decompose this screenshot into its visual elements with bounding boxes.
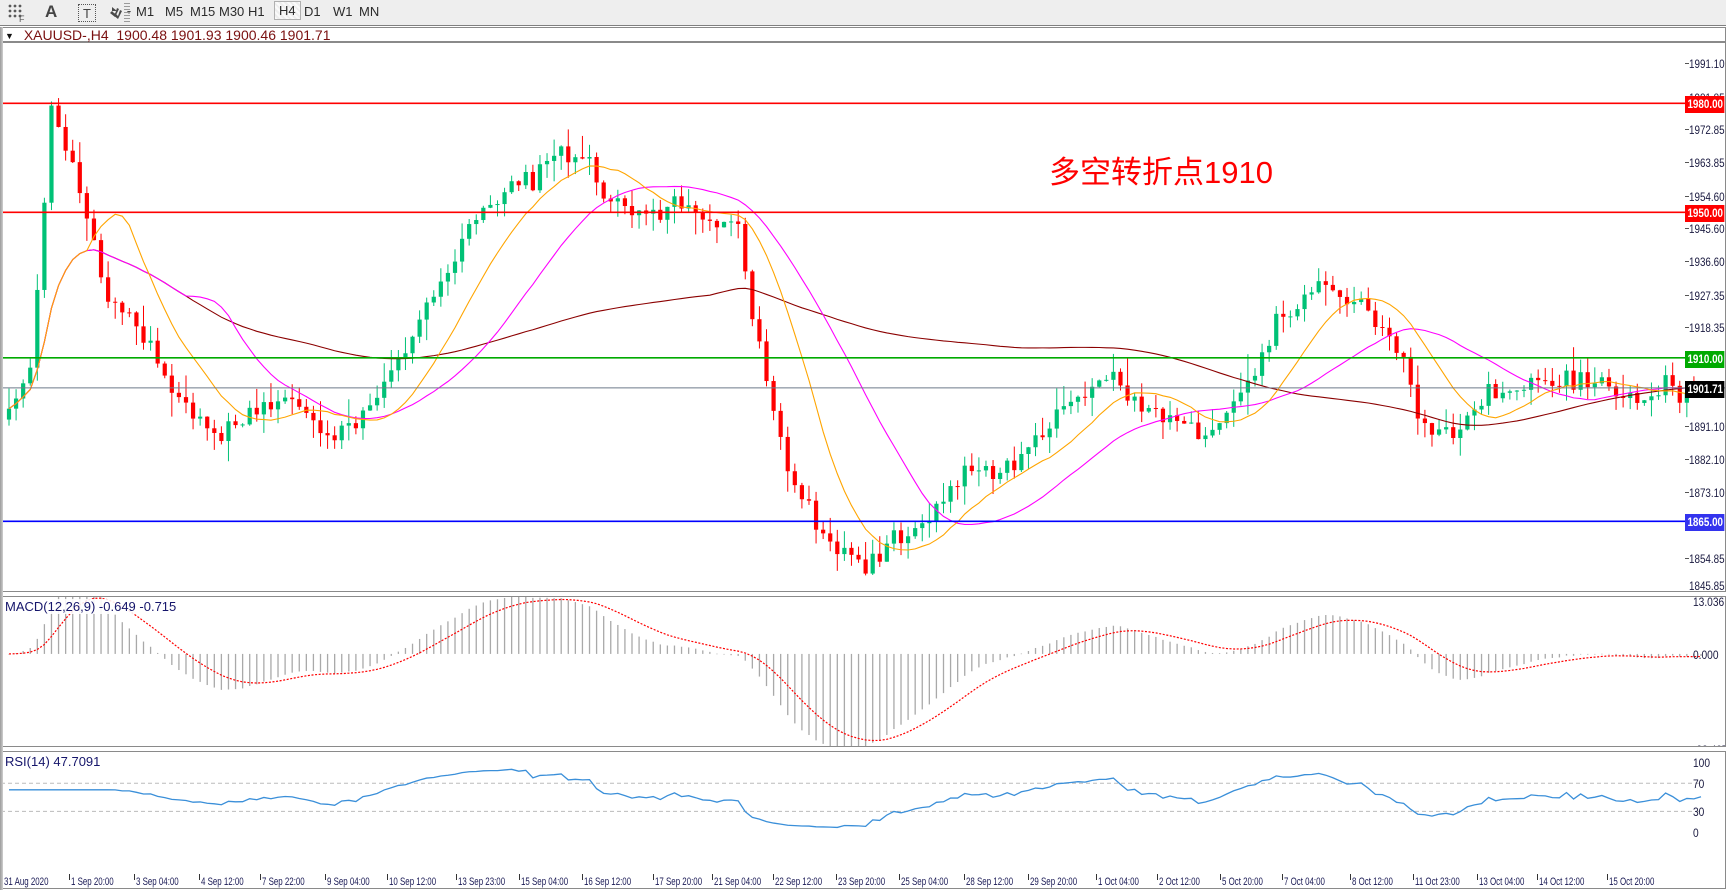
svg-text:多空转折点1910: 多空转折点1910 — [1049, 155, 1273, 190]
svg-text:F: F — [19, 14, 25, 22]
